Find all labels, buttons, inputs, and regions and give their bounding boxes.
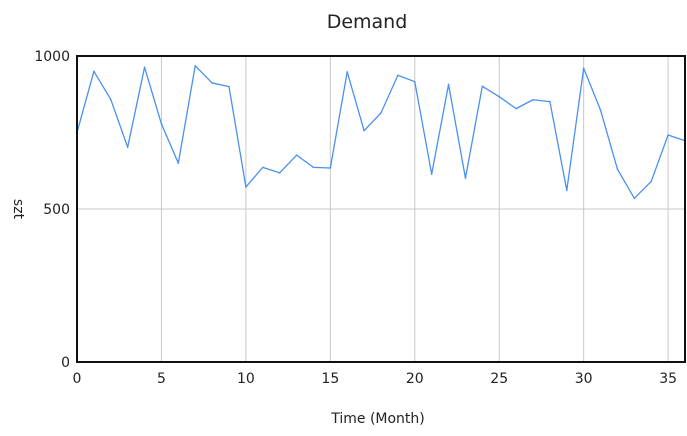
data-point bbox=[633, 197, 636, 200]
data-point bbox=[109, 98, 112, 101]
data-point bbox=[582, 67, 585, 70]
x-tick-label: 10 bbox=[237, 371, 255, 387]
data-point bbox=[177, 162, 180, 164]
x-tick-label: 25 bbox=[490, 371, 508, 387]
x-tick-label: 20 bbox=[406, 371, 424, 387]
x-tick-label: 0 bbox=[73, 371, 82, 387]
series-layer bbox=[76, 64, 686, 200]
data-point bbox=[278, 172, 281, 174]
x-tick-label: 30 bbox=[575, 371, 593, 387]
data-point bbox=[93, 70, 95, 73]
data-point bbox=[261, 166, 264, 169]
data-point bbox=[430, 173, 433, 175]
data-point bbox=[194, 64, 197, 67]
data-point bbox=[515, 107, 517, 110]
y-tick-label: 1000 bbox=[34, 49, 70, 65]
data-point bbox=[245, 186, 247, 188]
data-point bbox=[532, 98, 534, 101]
data-point bbox=[599, 109, 602, 111]
data-point bbox=[380, 112, 382, 114]
data-point bbox=[447, 83, 450, 86]
y-tick-label: 0 bbox=[61, 355, 70, 371]
tick-labels: 0 5 10 15 20 25 30 35 0 500 1000 bbox=[34, 49, 677, 387]
y-tick-label: 500 bbox=[43, 202, 70, 218]
data-point bbox=[211, 82, 213, 84]
x-axis-title: Time (Month) bbox=[330, 411, 425, 427]
data-point bbox=[363, 129, 365, 132]
data-point bbox=[312, 166, 315, 169]
plot-frame bbox=[76, 55, 686, 363]
data-point bbox=[126, 146, 129, 148]
x-tick-label: 35 bbox=[659, 371, 677, 387]
data-point bbox=[143, 66, 146, 69]
data-point bbox=[413, 80, 416, 83]
data-point bbox=[464, 177, 467, 179]
data-point bbox=[498, 95, 501, 98]
data-point bbox=[346, 71, 349, 73]
data-point bbox=[295, 154, 298, 156]
data-point bbox=[565, 189, 568, 192]
demand-series-line bbox=[76, 65, 686, 199]
data-point bbox=[228, 85, 230, 88]
data-point bbox=[481, 85, 484, 88]
data-point bbox=[549, 100, 551, 103]
data-point bbox=[329, 167, 332, 169]
data-point bbox=[616, 168, 619, 171]
x-tick-label: 5 bbox=[157, 371, 166, 387]
data-point bbox=[650, 180, 653, 183]
grid bbox=[77, 56, 685, 362]
data-point bbox=[397, 74, 399, 77]
data-point bbox=[667, 134, 669, 136]
data-point bbox=[160, 123, 163, 125]
chart-title: Demand bbox=[327, 11, 408, 33]
y-axis-title: szt bbox=[10, 199, 26, 220]
x-tick-label: 15 bbox=[321, 371, 339, 387]
